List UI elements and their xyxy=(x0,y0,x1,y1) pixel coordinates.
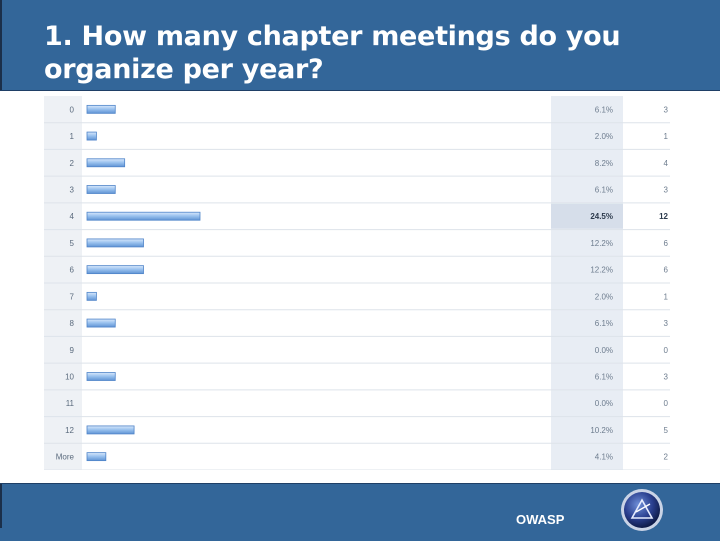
percent-label: 10.2% xyxy=(590,426,613,435)
header-edge xyxy=(0,0,2,90)
bar-chart: 0 6.1% 31 2.0% 12 8.2% 43 6.1% 34 24.5% 125 12.2% 66… xyxy=(44,96,670,470)
count-label: 2 xyxy=(664,453,669,462)
data-bar xyxy=(86,265,144,275)
chart-row: 1 2.0% 1 xyxy=(44,131,670,150)
owasp-logo-icon xyxy=(621,489,663,531)
percent-label: 12.2% xyxy=(590,266,613,275)
category-label: 12 xyxy=(65,426,74,435)
count-label: 3 xyxy=(664,105,669,114)
data-bar xyxy=(86,291,97,301)
count-label: 12 xyxy=(659,212,668,221)
footer-brand: OWASP xyxy=(516,512,565,527)
chart-row: 7 2.0% 1 xyxy=(44,291,670,311)
chart-row: 10 6.1% 3 xyxy=(44,372,670,391)
category-label: 10 xyxy=(65,373,74,382)
data-bar xyxy=(86,131,97,141)
chart-row: 3 6.1% 3 xyxy=(44,185,670,204)
data-bar xyxy=(86,104,116,114)
count-label: 3 xyxy=(664,373,669,382)
percent-label: 12.2% xyxy=(590,239,613,248)
category-label: 8 xyxy=(70,319,75,328)
data-bar xyxy=(86,452,107,462)
count-label: 1 xyxy=(664,132,669,141)
category-label: 5 xyxy=(70,239,75,248)
percent-label: 24.5% xyxy=(590,212,613,221)
row-highlight xyxy=(551,203,623,229)
category-label: 11 xyxy=(66,399,75,408)
percent-label: 6.1% xyxy=(595,319,613,328)
percent-label: 6.1% xyxy=(595,373,613,382)
data-bar xyxy=(86,318,116,328)
slide-header: 1. How many chapter meetings do you orga… xyxy=(0,0,720,91)
chart-row: 11 0.0% 0 xyxy=(44,399,670,418)
chart-rows: 0 6.1% 31 2.0% 12 8.2% 43 6.1% 34 24.5% 125 12.2% 66… xyxy=(44,104,670,470)
count-label: 5 xyxy=(664,426,669,435)
percent-label: 6.1% xyxy=(595,186,613,195)
data-bar xyxy=(86,425,135,435)
chart-row: 2 8.2% 4 xyxy=(44,158,670,177)
count-label: 1 xyxy=(664,292,669,301)
chart-row: 6 12.2% 6 xyxy=(44,265,670,284)
chart-row: 0 6.1% 3 xyxy=(44,104,670,124)
percent-label: 0.0% xyxy=(595,346,613,355)
count-label: 6 xyxy=(664,266,669,275)
chart-row: More 4.1% 2 xyxy=(44,452,670,470)
percent-label: 2.0% xyxy=(595,292,613,301)
category-label: 3 xyxy=(70,186,75,195)
data-bar xyxy=(86,185,116,194)
data-bar xyxy=(86,211,201,221)
data-bar xyxy=(86,238,144,248)
category-label: 7 xyxy=(70,292,75,301)
percent-label: 2.0% xyxy=(595,132,613,141)
footer-edge xyxy=(0,484,2,528)
category-label: 0 xyxy=(70,105,75,114)
percent-label: 6.1% xyxy=(595,105,613,114)
category-label: 9 xyxy=(70,346,75,355)
category-label: 4 xyxy=(70,212,75,221)
chart-row: 5 12.2% 6 xyxy=(44,238,670,257)
slide-footer: OWASP xyxy=(0,483,720,541)
data-bar xyxy=(86,158,126,168)
chart-row: 12 10.2% 5 xyxy=(44,425,670,444)
category-label: 1 xyxy=(70,132,75,141)
data-bar xyxy=(86,372,116,381)
percent-label: 4.1% xyxy=(595,453,613,462)
count-label: 3 xyxy=(664,186,669,195)
count-label: 0 xyxy=(664,399,669,408)
slide-title: 1. How many chapter meetings do you orga… xyxy=(44,21,621,85)
percent-label: 0.0% xyxy=(595,399,613,408)
chart-row: 4 24.5% 12 xyxy=(44,203,670,231)
chart-row: 8 6.1% 3 xyxy=(44,318,670,337)
percent-label: 8.2% xyxy=(595,159,613,168)
category-label: More xyxy=(56,453,75,462)
category-label: 6 xyxy=(70,266,75,275)
count-label: 3 xyxy=(664,319,669,328)
count-label: 4 xyxy=(664,159,669,168)
count-label: 0 xyxy=(664,346,669,355)
category-label: 2 xyxy=(70,159,75,168)
chart-row: 9 0.0% 0 xyxy=(44,346,670,364)
count-label: 6 xyxy=(664,239,669,248)
